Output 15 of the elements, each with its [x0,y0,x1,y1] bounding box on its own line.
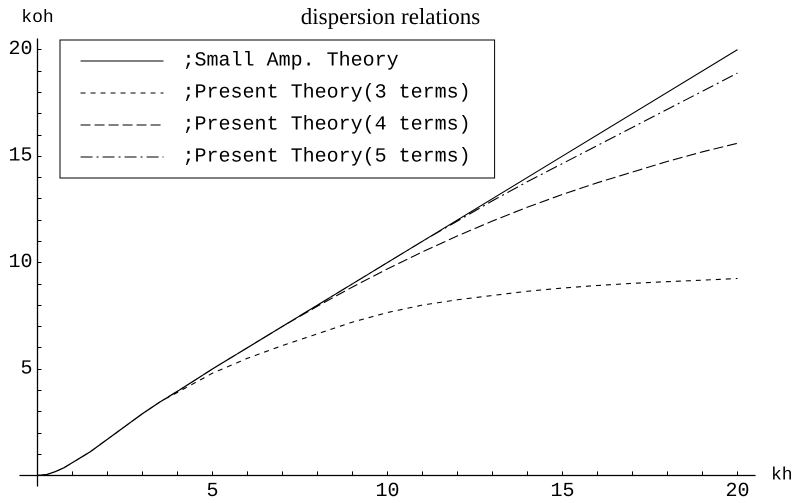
x-tick-label: 20 [725,480,750,503]
y-tick-label: 5 [20,357,32,380]
y-tick-label: 20 [8,38,32,62]
x-tick-label: 10 [375,480,400,503]
chart-title: dispersion relations [300,4,480,29]
y-axis-title: koh [21,8,54,28]
y-tick-label: 15 [8,144,32,168]
x-axis-title: kh [771,465,793,486]
x-tick-label: 15 [550,480,575,503]
y-tick-label: 10 [8,251,32,274]
legend-label: ;Small Amp. Theory [182,50,399,72]
x-tick-label: 5 [206,480,219,503]
legend-label: ;Present Theory(3 terms) [182,82,471,104]
legend-label: ;Present Theory(4 terms) [182,114,471,136]
legend-label: ;Present Theory(5 terms) [182,146,471,168]
